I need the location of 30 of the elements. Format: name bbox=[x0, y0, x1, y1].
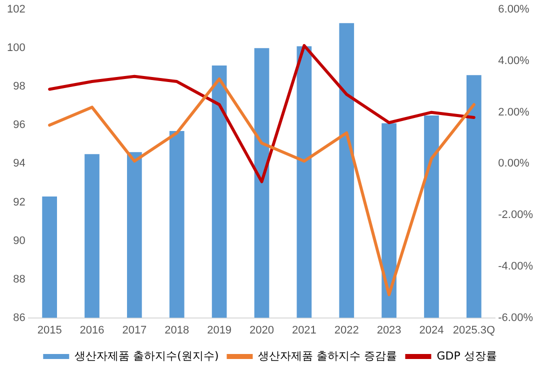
x-tick-label: 2025.3Q bbox=[452, 324, 496, 336]
x-tick-label: 2020 bbox=[250, 324, 274, 336]
y-tick-label: 90 bbox=[13, 234, 26, 247]
x-tick-label: 2015 bbox=[37, 324, 62, 336]
y-tick-label: 88 bbox=[13, 273, 26, 286]
y2-tick-label: -4.00% bbox=[498, 260, 534, 272]
y-tick-label: 92 bbox=[13, 196, 26, 208]
y2-tick-label: -6.00% bbox=[498, 312, 534, 324]
x-tick-label: 2016 bbox=[80, 324, 104, 336]
y-tick-label: 98 bbox=[13, 80, 26, 93]
y2-tick-label: -2.00% bbox=[498, 209, 534, 222]
legend-label: 생산자제품 출하지수 증감률 bbox=[258, 349, 398, 362]
y-tick-label: 102 bbox=[6, 4, 26, 16]
x-tick-label: 2021 bbox=[292, 324, 316, 336]
y2-tick-label: 4.00% bbox=[498, 55, 530, 67]
x-tick-label: 2022 bbox=[334, 324, 359, 336]
y2-tick-label: 2.00% bbox=[498, 106, 530, 118]
x-tick-label: 2017 bbox=[122, 324, 147, 336]
y-tick-label: 100 bbox=[6, 42, 26, 54]
x-tick-label: 2018 bbox=[164, 324, 190, 336]
legend-label: 생산자제품 출하지수(원지수) bbox=[74, 349, 219, 362]
y2-tick-label: 0.00% bbox=[498, 158, 530, 170]
x-tick-label: 2023 bbox=[376, 324, 402, 336]
x-tick-label: 2019 bbox=[207, 324, 232, 336]
y2-tick-label: 6.00% bbox=[498, 4, 530, 16]
x-tick-label: 2024 bbox=[419, 324, 444, 336]
legend-label: GDP 성장률 bbox=[436, 349, 497, 362]
y-tick-label: 94 bbox=[13, 158, 26, 170]
y-tick-label: 86 bbox=[13, 312, 26, 324]
y-tick-label: 96 bbox=[13, 119, 26, 132]
